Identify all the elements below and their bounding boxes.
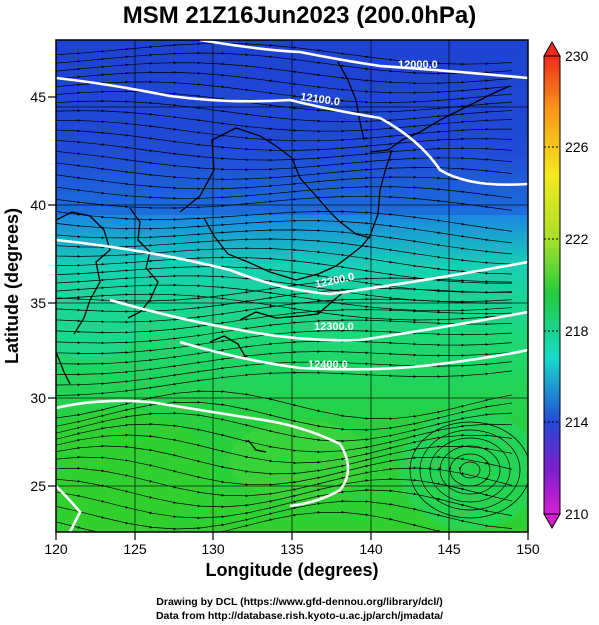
xtick-label: 120: [44, 541, 68, 557]
y-axis-title: Latitude (degrees): [2, 208, 22, 364]
ytick-label: 35: [30, 295, 46, 311]
ytick-label: 40: [30, 197, 46, 213]
wind-streamlines: [56, 41, 528, 532]
map-title: MSM 21Z16Jun2023 (200.0hPa): [122, 2, 477, 29]
xtick-label: 140: [359, 541, 383, 557]
xtick-label: 145: [437, 541, 461, 557]
credit-drawing: Drawing by DCL (https://www.gfd-dennou.o…: [156, 596, 443, 608]
streamline: [56, 194, 513, 211]
contour-label-12300: 12300.0: [314, 321, 354, 333]
ytick-label: 45: [30, 89, 46, 105]
contour-label-12100: 12100.0: [300, 91, 341, 108]
xtick-label: 125: [123, 541, 147, 557]
colorbar-label: 222: [565, 231, 589, 247]
coastlines: [56, 61, 511, 453]
xtick-label: 150: [516, 541, 540, 557]
colorbar-label: 226: [565, 139, 589, 155]
colorbar: 230 226 222 218 214 210: [543, 40, 589, 530]
xtick-label: 135: [280, 541, 304, 557]
xtick-label: 130: [201, 541, 225, 557]
colorbar-label: 230: [565, 48, 589, 64]
x-axis-title: Longitude (degrees): [205, 560, 378, 580]
axis-ticks: [48, 96, 529, 540]
ytick-label: 30: [30, 390, 46, 406]
streamline: [458, 461, 481, 479]
streamline: [418, 429, 521, 511]
streamline: [448, 453, 491, 487]
credit-data: Data from http://database.rish.kyoto-u.a…: [155, 610, 444, 622]
streamline: [56, 510, 489, 532]
contour-label-12000: 12000.0: [398, 59, 438, 71]
streamline: [408, 421, 528, 519]
colorbar-label: 210: [565, 506, 589, 522]
streamline: [428, 437, 511, 503]
contour-label-12400: 12400.0: [308, 359, 348, 371]
colorbar-label: 218: [565, 323, 589, 339]
colorbar-label: 214: [565, 414, 589, 430]
ytick-label: 25: [30, 478, 46, 494]
streamline: [438, 445, 501, 495]
height-contours: [56, 40, 528, 532]
graticule: [56, 40, 528, 532]
streamline: [56, 185, 513, 200]
